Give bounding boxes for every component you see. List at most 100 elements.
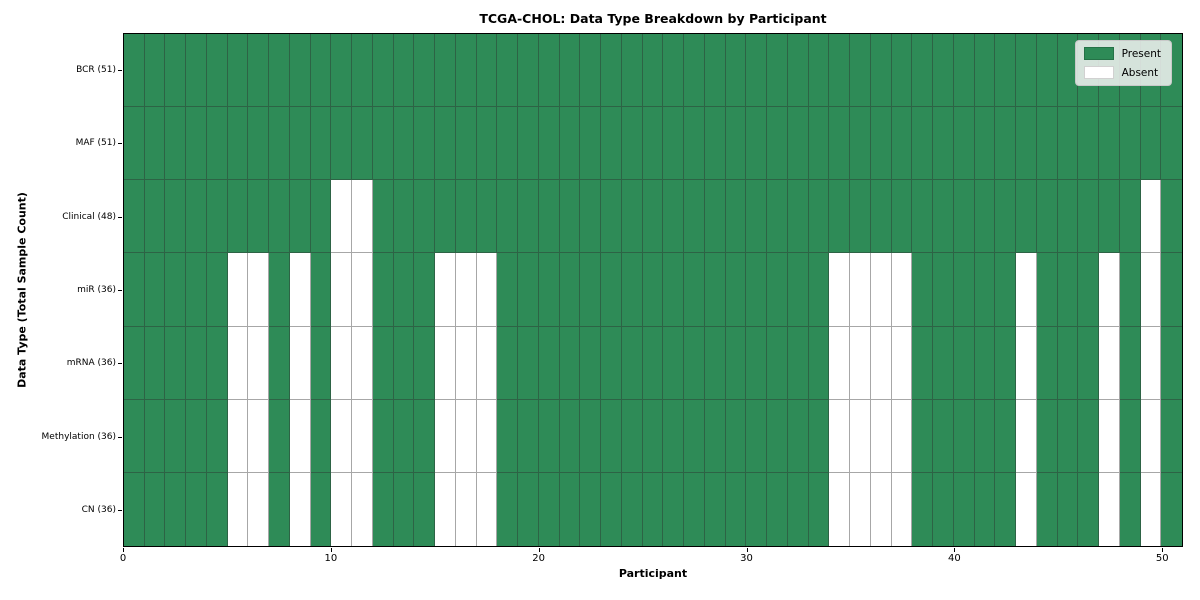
heatmap-cell bbox=[1057, 253, 1079, 327]
heatmap-cell bbox=[310, 326, 332, 400]
heatmap-cell bbox=[227, 107, 249, 181]
heatmap-cell bbox=[352, 107, 373, 181]
heatmap-cell bbox=[269, 107, 290, 181]
heatmap-cell bbox=[580, 472, 602, 546]
heatmap-cell bbox=[870, 34, 892, 108]
heatmap-cell bbox=[289, 326, 311, 400]
heatmap-cell bbox=[372, 180, 394, 254]
heatmap-cell bbox=[704, 399, 726, 473]
heatmap-cell bbox=[933, 326, 954, 400]
heatmap-cell bbox=[621, 472, 643, 546]
heatmap-cell bbox=[455, 399, 477, 473]
heatmap-cell bbox=[704, 253, 726, 327]
heatmap-cell bbox=[974, 399, 996, 473]
heatmap-cell bbox=[1057, 472, 1079, 546]
heatmap-cell bbox=[621, 326, 643, 400]
heatmap-cell bbox=[1140, 399, 1162, 473]
heatmap-cell bbox=[165, 253, 187, 327]
heatmap-cell bbox=[1016, 472, 1037, 546]
heatmap-cell bbox=[621, 253, 643, 327]
heatmap-cell bbox=[206, 472, 228, 546]
legend-label-present: Present bbox=[1121, 47, 1161, 60]
heatmap-cell bbox=[974, 253, 996, 327]
heatmap-cell bbox=[1057, 107, 1079, 181]
heatmap-cell bbox=[435, 107, 456, 181]
heatmap-cell bbox=[580, 326, 602, 400]
heatmap-cell bbox=[1140, 472, 1162, 546]
heatmap-cell bbox=[933, 472, 954, 546]
heatmap-cell bbox=[186, 326, 207, 400]
heatmap-cell bbox=[684, 180, 705, 254]
heatmap-cell bbox=[580, 34, 602, 108]
heatmap-cell bbox=[372, 472, 394, 546]
heatmap-cell bbox=[684, 34, 705, 108]
heatmap-cell bbox=[1057, 180, 1079, 254]
heatmap-cell bbox=[1161, 253, 1182, 327]
heatmap-cell bbox=[891, 253, 913, 327]
heatmap-cell bbox=[995, 107, 1017, 181]
heatmap-cell bbox=[1161, 107, 1182, 181]
heatmap-cell bbox=[227, 472, 249, 546]
heatmap-cell bbox=[393, 472, 415, 546]
heatmap-cell bbox=[953, 107, 975, 181]
heatmap-cell bbox=[497, 180, 519, 254]
heatmap-cell bbox=[601, 472, 622, 546]
y-tick-mark bbox=[118, 290, 122, 291]
heatmap-cell bbox=[912, 253, 934, 327]
heatmap-cell bbox=[248, 399, 270, 473]
y-tick-label: CN (36) bbox=[81, 505, 116, 516]
heatmap-cell bbox=[1016, 326, 1037, 400]
heatmap-cell bbox=[393, 180, 415, 254]
heatmap-cell bbox=[850, 326, 871, 400]
heatmap-cell bbox=[787, 399, 809, 473]
heatmap-cell bbox=[518, 326, 539, 400]
heatmap-cell bbox=[393, 34, 415, 108]
heatmap-cell bbox=[808, 253, 830, 327]
heatmap-cell bbox=[227, 34, 249, 108]
heatmap-cell bbox=[1140, 326, 1162, 400]
heatmap-cell bbox=[974, 107, 996, 181]
heatmap-cell bbox=[580, 399, 602, 473]
heatmap-cell bbox=[393, 107, 415, 181]
heatmap-cell bbox=[165, 399, 187, 473]
x-tick-label: 50 bbox=[1155, 553, 1169, 564]
heatmap-cell bbox=[331, 180, 353, 254]
heatmap-cell bbox=[1036, 399, 1058, 473]
heatmap-cell bbox=[891, 399, 913, 473]
heatmap-cell bbox=[601, 326, 622, 400]
heatmap-cell bbox=[642, 180, 664, 254]
heatmap-cell bbox=[829, 107, 851, 181]
heatmap-cell bbox=[746, 180, 768, 254]
heatmap-cell bbox=[331, 326, 353, 400]
heatmap-cell bbox=[933, 34, 954, 108]
heatmap-cell bbox=[186, 34, 207, 108]
heatmap-cell bbox=[787, 180, 809, 254]
heatmap-cell bbox=[1161, 472, 1182, 546]
heatmap-cell bbox=[704, 326, 726, 400]
legend-item-absent: Absent bbox=[1083, 66, 1161, 79]
heatmap-cell bbox=[870, 180, 892, 254]
heatmap-cell bbox=[227, 399, 249, 473]
heatmap-cell bbox=[704, 472, 726, 546]
heatmap-cell bbox=[787, 253, 809, 327]
heatmap-cell bbox=[518, 34, 539, 108]
heatmap-cell bbox=[518, 399, 539, 473]
heatmap-cell bbox=[124, 472, 145, 546]
heatmap-cell bbox=[414, 253, 436, 327]
heatmap-cell bbox=[621, 399, 643, 473]
x-tick-label: 0 bbox=[119, 553, 127, 564]
heatmap-cell bbox=[829, 180, 851, 254]
heatmap-cell bbox=[912, 34, 934, 108]
heatmap-cell bbox=[870, 107, 892, 181]
heatmap-cell bbox=[725, 326, 747, 400]
heatmap-cell bbox=[912, 399, 934, 473]
heatmap-cell bbox=[663, 326, 685, 400]
heatmap-cell bbox=[435, 34, 456, 108]
heatmap-cell bbox=[206, 253, 228, 327]
y-tick-label: MAF (51) bbox=[75, 138, 116, 149]
heatmap-cell bbox=[476, 107, 498, 181]
heatmap-cell bbox=[538, 180, 560, 254]
x-tick-mark bbox=[746, 548, 748, 552]
heatmap-cell bbox=[1036, 180, 1058, 254]
heatmap-cell bbox=[870, 253, 892, 327]
